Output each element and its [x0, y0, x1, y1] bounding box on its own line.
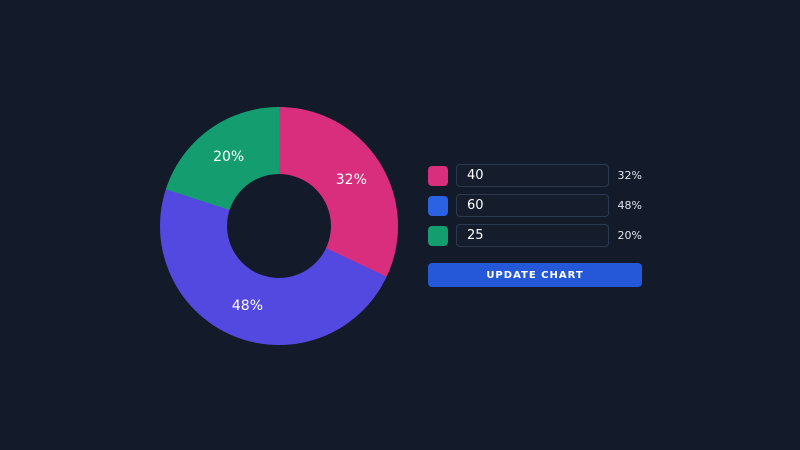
donut-hole	[227, 174, 331, 278]
color-swatch	[428, 195, 448, 216]
color-swatch	[428, 225, 448, 246]
slice-value-input[interactable]	[456, 164, 609, 187]
donut-chart: 32% 48% 20%	[160, 107, 398, 345]
slice-value-input[interactable]	[456, 224, 609, 247]
pie-slice-label: 20%	[213, 148, 245, 165]
slice-value-input[interactable]	[456, 194, 609, 217]
slice-control-row: 48%	[428, 194, 642, 217]
color-swatch	[428, 165, 448, 186]
pie-slice-label: 32%	[335, 172, 367, 189]
percent-label: 48%	[617, 199, 642, 212]
controls-panel: 32% 48% 20% UPDATE CHART	[428, 164, 642, 287]
pie-slice-label: 48%	[231, 297, 264, 314]
slice-control-row: 20%	[428, 224, 642, 247]
percent-label: 20%	[617, 229, 642, 242]
slice-control-row: 32%	[428, 164, 642, 187]
percent-label: 32%	[617, 169, 642, 182]
update-chart-button[interactable]: UPDATE CHART	[428, 263, 642, 287]
